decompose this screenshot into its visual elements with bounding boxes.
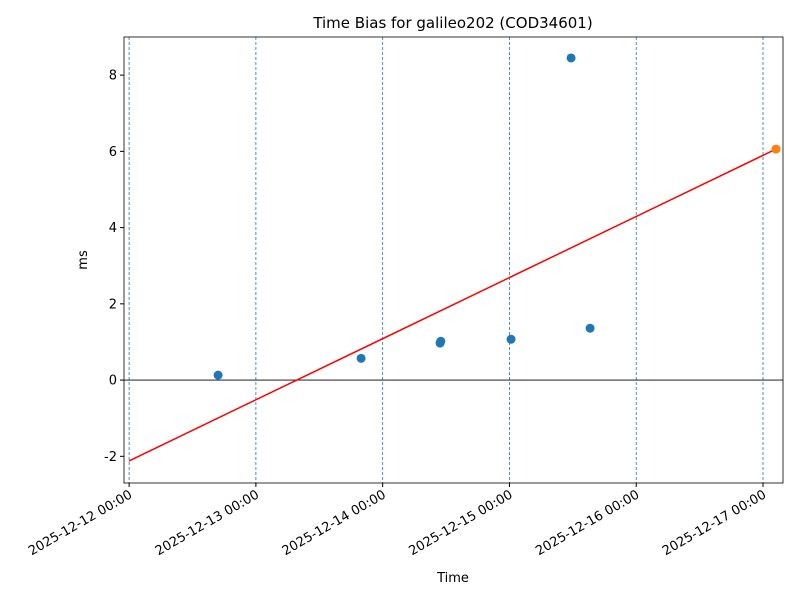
plot-frame xyxy=(123,36,784,484)
y-tick-label: 0 xyxy=(109,374,117,389)
y-tick-label: 4 xyxy=(109,221,117,236)
fit-line xyxy=(128,148,777,462)
point xyxy=(356,353,366,363)
point xyxy=(436,336,446,346)
point xyxy=(585,323,595,333)
chart-title: Time Bias for galileo202 (COD34601) xyxy=(312,14,592,32)
x-axis-label: Time xyxy=(436,571,469,586)
y-tick-label: -2 xyxy=(104,450,117,465)
x-tick-label: 2025-12-16 00:00 xyxy=(533,487,642,559)
y-tick-label: 8 xyxy=(109,69,117,84)
point xyxy=(771,144,781,154)
point xyxy=(213,370,223,380)
x-tick-label: 2025-12-13 00:00 xyxy=(153,487,262,559)
point xyxy=(566,53,576,63)
x-tick-label: 2025-12-14 00:00 xyxy=(280,487,389,559)
y-axis-label: ms xyxy=(76,250,91,270)
x-tick-label: 2025-12-15 00:00 xyxy=(406,487,515,559)
point xyxy=(506,334,516,344)
x-tick-label: 2025-12-12 00:00 xyxy=(26,487,135,559)
y-tick-label: 2 xyxy=(109,297,117,312)
x-tick-label: 2025-12-17 00:00 xyxy=(660,487,769,559)
y-tick-label: 6 xyxy=(109,145,117,160)
